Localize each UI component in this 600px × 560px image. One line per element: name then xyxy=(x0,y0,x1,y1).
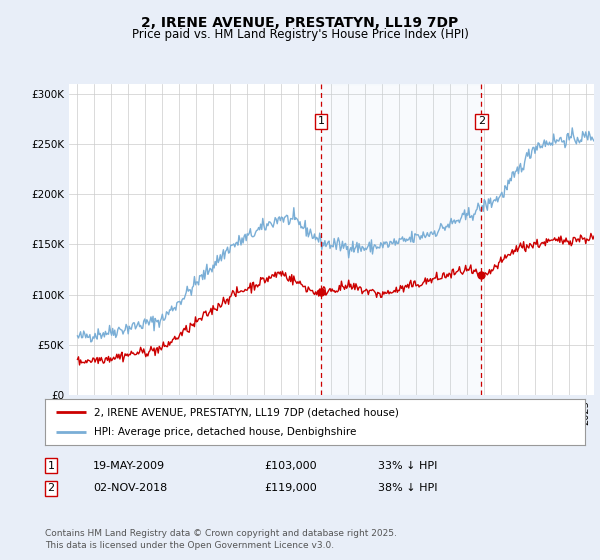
Text: Price paid vs. HM Land Registry's House Price Index (HPI): Price paid vs. HM Land Registry's House … xyxy=(131,28,469,41)
Bar xyxy=(321,84,481,395)
Text: Contains HM Land Registry data © Crown copyright and database right 2025.
This d: Contains HM Land Registry data © Crown c… xyxy=(45,529,397,550)
Text: £103,000: £103,000 xyxy=(264,461,317,471)
Text: HPI: Average price, detached house, Denbighshire: HPI: Average price, detached house, Denb… xyxy=(94,427,356,437)
Text: £119,000: £119,000 xyxy=(264,483,317,493)
Text: 33% ↓ HPI: 33% ↓ HPI xyxy=(378,461,437,471)
Text: 02-NOV-2018: 02-NOV-2018 xyxy=(93,483,167,493)
Text: 1: 1 xyxy=(47,461,55,471)
Text: 1: 1 xyxy=(317,116,325,127)
Text: 2, IRENE AVENUE, PRESTATYN, LL19 7DP (detached house): 2, IRENE AVENUE, PRESTATYN, LL19 7DP (de… xyxy=(94,407,398,417)
Text: 38% ↓ HPI: 38% ↓ HPI xyxy=(378,483,437,493)
Text: 2, IRENE AVENUE, PRESTATYN, LL19 7DP: 2, IRENE AVENUE, PRESTATYN, LL19 7DP xyxy=(142,16,458,30)
Text: 2: 2 xyxy=(47,483,55,493)
Text: 19-MAY-2009: 19-MAY-2009 xyxy=(93,461,165,471)
Text: 2: 2 xyxy=(478,116,485,127)
